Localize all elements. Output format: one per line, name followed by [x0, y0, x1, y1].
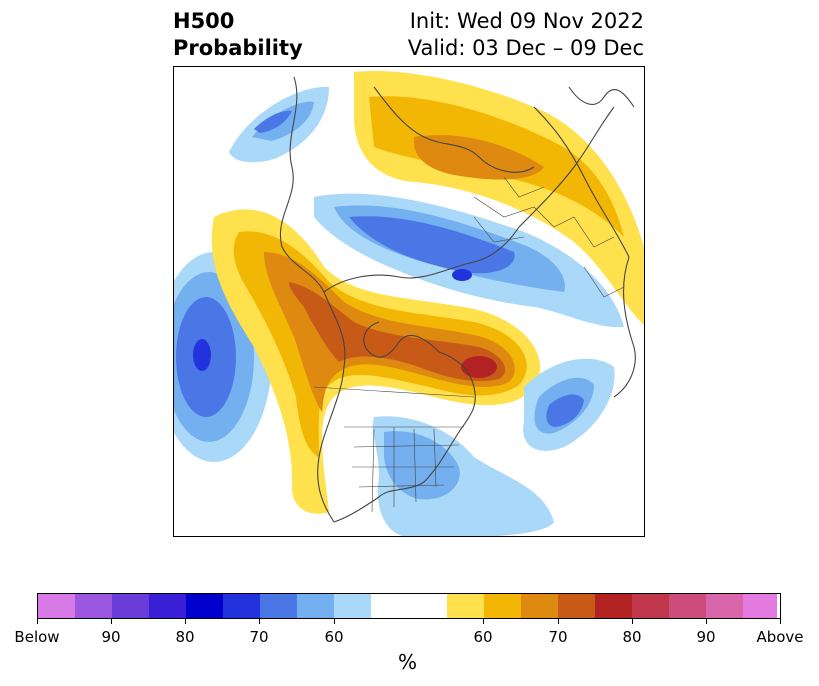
colorbar-label-below: Below: [14, 628, 60, 646]
arctic-below-anomaly: [314, 193, 624, 328]
colorbar-segment: [669, 594, 706, 618]
colorbar-tick: [37, 619, 38, 624]
colorbar-segment: [595, 594, 632, 618]
colorbar-segment: [371, 594, 447, 618]
alaska-below-anomaly: [229, 86, 329, 163]
colorbar-segment: [521, 594, 558, 618]
colorbar-segment: [38, 594, 75, 618]
colorbar-label: 70: [249, 628, 269, 646]
colorbar-segment: [75, 594, 112, 618]
colorbar-segment: [112, 594, 149, 618]
colorbar-segment: [186, 594, 223, 618]
eastern-us-below-anomaly: [372, 358, 615, 536]
canada-above-anomaly: [211, 209, 541, 514]
init-date: Init: Wed 09 Nov 2022: [409, 9, 644, 33]
colorbar-label: 90: [696, 628, 716, 646]
colorbar-label: 60: [324, 628, 344, 646]
colorbar-segment: [447, 594, 484, 618]
colorbar-segment: [558, 594, 595, 618]
colorbar-segment: [149, 594, 186, 618]
colorbar-label: 80: [175, 628, 195, 646]
colorbar-tick: [558, 619, 559, 624]
colorbar-segment: [632, 594, 669, 618]
probability-map: [174, 71, 644, 536]
colorbar-tick: [111, 619, 112, 624]
colorbar: [37, 593, 781, 619]
colorbar-tick: [259, 619, 260, 624]
coastlines: [279, 76, 636, 523]
colorbar-tick: [334, 619, 335, 624]
colorbar-tick: [780, 619, 781, 624]
date-info: Init: Wed 09 Nov 2022 Valid: 03 Dec – 09…: [408, 8, 644, 62]
map-title: H500 Probability: [173, 8, 303, 62]
colorbar-label: 70: [548, 628, 568, 646]
colorbar-label: 80: [622, 628, 642, 646]
colorbar-label: 90: [101, 628, 121, 646]
colorbar-segment: [743, 594, 777, 618]
colorbar-segment: [706, 594, 743, 618]
colorbar-tick: [706, 619, 707, 624]
colorbar-segment: [297, 594, 334, 618]
title-line-1: H500: [173, 9, 235, 33]
colorbar-label-above: Above: [756, 628, 804, 646]
colorbar-tick: [632, 619, 633, 624]
colorbar-segment: [484, 594, 521, 618]
political-borders: [313, 176, 625, 513]
colorbar-segment: [334, 594, 371, 618]
colorbar-segment: [223, 594, 260, 618]
colorbar-unit: %: [398, 650, 418, 674]
title-line-2: Probability: [173, 36, 303, 60]
colorbar-tick: [185, 619, 186, 624]
colorbar-segment: [260, 594, 297, 618]
colorbar-label: 60: [473, 628, 493, 646]
map-panel: [173, 66, 645, 537]
valid-range: Valid: 03 Dec – 09 Dec: [407, 36, 644, 60]
colorbar-tick: [483, 619, 484, 624]
